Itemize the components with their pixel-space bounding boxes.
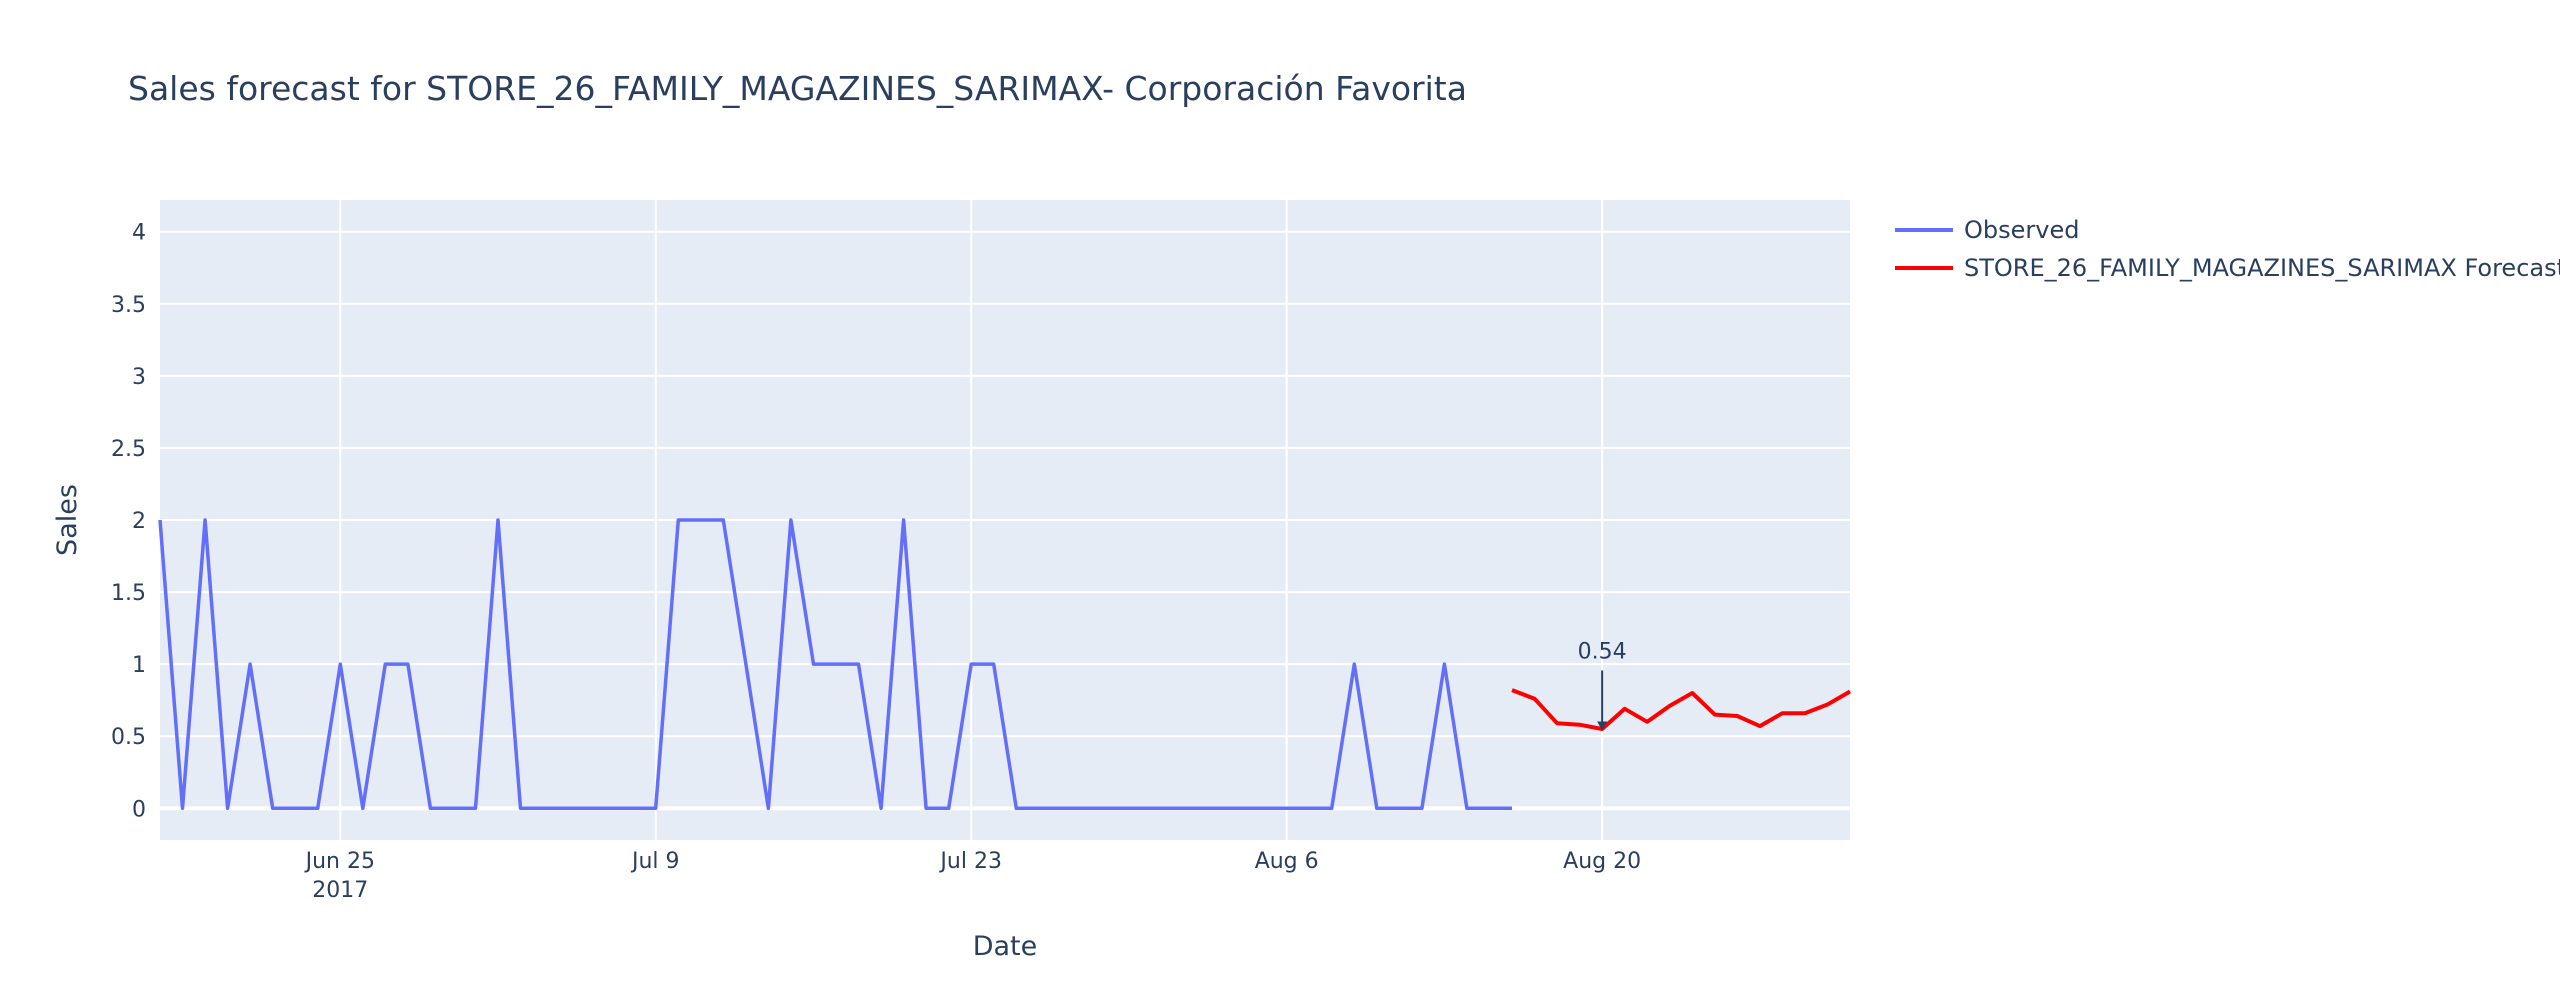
- y-tick-label: 0.5: [111, 725, 146, 750]
- series-line-observed: [158, 518, 1512, 811]
- y-tick-label: 2.5: [111, 437, 146, 462]
- y-tick-label: 4: [132, 221, 146, 246]
- y-tick-label: 1: [132, 653, 146, 678]
- y-tick-label: 2: [132, 509, 146, 534]
- series-line-forecast: [1511, 688, 1852, 731]
- x-axis-title: Date: [973, 931, 1038, 962]
- annotations: 0.54: [1578, 639, 1627, 731]
- y-tick-label: 1.5: [111, 581, 146, 606]
- annotation-label: 0.54: [1578, 639, 1627, 664]
- legend-item-forecast[interactable]: STORE_26_FAMILY_MAGAZINES_SARIMAX Foreca…: [1895, 254, 2560, 282]
- legend-item-observed[interactable]: Observed: [1895, 216, 2079, 244]
- annotation-arrowhead: [1597, 721, 1608, 731]
- x-tick-label: Aug 20: [1563, 849, 1641, 874]
- legend-label: Observed: [1964, 216, 2079, 244]
- x-tick-label: Jul 23: [938, 849, 1002, 874]
- x-tick-label: Jun 25: [304, 849, 375, 874]
- legend[interactable]: Observed STORE_26_FAMILY_MAGAZINES_SARIMA…: [1895, 216, 2560, 282]
- y-tick-label: 0: [132, 797, 146, 822]
- y-tick-label: 3.5: [111, 293, 146, 318]
- chart-title: Sales forecast for STORE_26_FAMILY_MAGAZ…: [128, 69, 1467, 108]
- y-axis-tick-labels: 0 0.5 1 1.5 2 2.5 3 3.5 4: [111, 221, 146, 823]
- x-tick-label: Aug 6: [1255, 849, 1319, 874]
- y-tick-label: 3: [132, 365, 146, 390]
- x-axis-tick-labels: Jun 25 2017 Jul 9 Jul 23 Aug 6 Aug 20: [304, 849, 1642, 903]
- series-lines: [158, 518, 1852, 811]
- x-tick-label: Jul 9: [630, 849, 680, 874]
- y-axis-title: Sales: [52, 484, 83, 556]
- legend-label: STORE_26_FAMILY_MAGAZINES_SARIMAX Foreca…: [1964, 254, 2560, 282]
- x-tick-sublabel: 2017: [312, 878, 368, 903]
